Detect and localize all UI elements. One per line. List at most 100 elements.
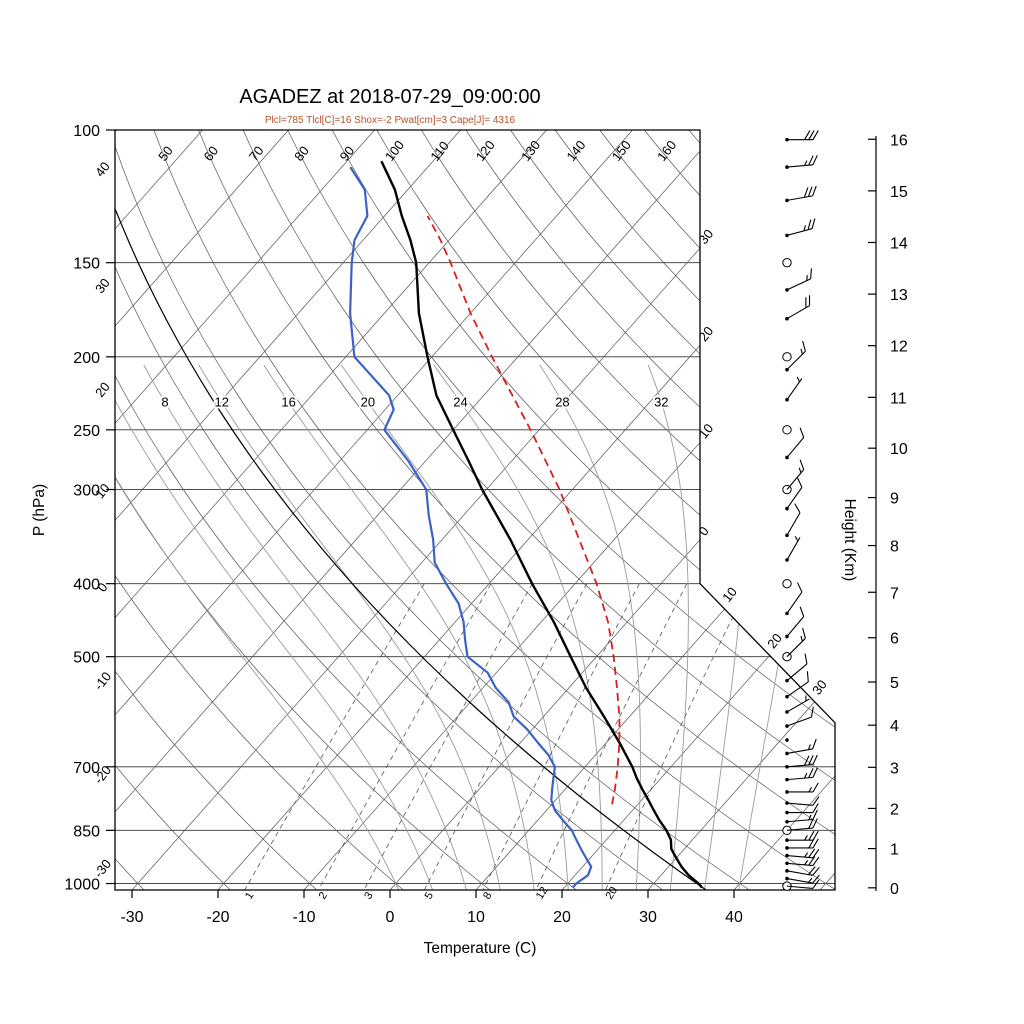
wind-barb <box>785 830 819 842</box>
temperature-curve <box>380 160 703 889</box>
wind-barb <box>785 427 805 460</box>
isotherm-line <box>115 130 461 890</box>
isotherm-edge-label: 0 <box>696 524 712 539</box>
pressure-tick-label: 850 <box>73 823 100 840</box>
moist-adiabat-label: 20 <box>361 395 375 410</box>
moist-adiabat-label: 28 <box>555 395 569 410</box>
mixing-ratio-label: 2 <box>317 890 330 902</box>
mixing-ratio-label: 12 <box>534 885 551 902</box>
dewpoint-curve <box>349 166 593 889</box>
pressure-tick-label: 150 <box>73 256 100 273</box>
isotherm-edge-label: 20 <box>764 631 785 652</box>
dry-adiabat-line <box>0 130 57 890</box>
dry-adiabat-line <box>242 130 835 890</box>
wind-barb <box>785 706 814 728</box>
height-tick-label: 16 <box>890 132 908 149</box>
wind-barb <box>785 738 817 756</box>
background-grid <box>0 130 835 890</box>
height-tick-label: 0 <box>890 881 899 898</box>
moist-adiabat-line <box>539 364 641 890</box>
isotherm-line <box>115 130 375 890</box>
dry-adiabat-top-label: 90 <box>337 143 358 164</box>
plot-frame <box>114 129 836 891</box>
dry-adiabat-line <box>115 130 404 890</box>
wind-barb <box>785 606 805 639</box>
level-dot <box>785 738 789 742</box>
moist-adiabat-line <box>143 364 467 890</box>
mandatory-level-circle <box>782 578 792 589</box>
wind-barb <box>782 459 805 495</box>
dry-adiabat-top-label: 120 <box>473 138 498 164</box>
dry-adiabat-top-label: 60 <box>200 143 221 164</box>
dry-adiabat-top-label: 140 <box>563 138 588 164</box>
height-tick-label: 4 <box>890 718 899 735</box>
moist-adiabat-label: 16 <box>281 395 295 410</box>
wind-barb <box>785 738 789 742</box>
dry-adiabat-line <box>153 130 835 890</box>
wind-barb <box>782 578 792 589</box>
isotherm-line <box>561 130 835 890</box>
dry-adiabat-line <box>115 130 318 890</box>
wind-barb <box>785 866 820 876</box>
mixing-ratio-line <box>244 583 425 890</box>
mixing-ratio-label: 20 <box>604 885 621 902</box>
dry-adiabat-top-label: 50 <box>155 143 176 164</box>
dry-adiabat-line <box>115 130 577 890</box>
pressure-tick-label: 200 <box>73 350 100 367</box>
height-tick-label: 3 <box>890 760 899 777</box>
dry-adiabat-top-label: 110 <box>427 138 452 164</box>
temperature-tick-label: 10 <box>467 909 485 926</box>
dry-adiabat-left-label: 30 <box>92 275 113 296</box>
pressure-axis-title: P (hPa) <box>31 484 48 536</box>
parcel-trajectory-curve <box>426 215 621 805</box>
moist-adiabat-line <box>647 364 689 890</box>
dry-adiabat-top-label: 160 <box>654 138 679 164</box>
height-tick-label: 6 <box>890 631 899 648</box>
temperature-tick-label: -30 <box>120 909 143 926</box>
height-tick-label: 14 <box>890 235 908 252</box>
isotherm-edge-label: 10 <box>696 421 717 442</box>
height-tick-label: 9 <box>890 491 899 508</box>
height-tick-label: 15 <box>890 184 908 201</box>
wind-barb <box>782 425 792 435</box>
dry-adiabat-line <box>510 130 835 890</box>
chart-title: AGADEZ at 2018-07-29_09:00:00 <box>239 86 541 108</box>
moist-adiabat-label: 12 <box>215 395 229 410</box>
chart-subtitle: Plcl=785 Tlcl[C]=16 Shox=-2 Pwat[cm]=3 C… <box>264 115 516 126</box>
temperature-tick-label: 30 <box>639 909 657 926</box>
dry-adiabat-left-label: 20 <box>92 379 113 400</box>
height-tick-label: 12 <box>890 339 908 356</box>
mixing-ratio-label: 3 <box>362 890 375 902</box>
wind-barb <box>785 218 816 238</box>
temperature-tick-label: -10 <box>292 909 315 926</box>
wind-barb-column <box>782 130 820 891</box>
dry-adiabat-line <box>115 130 145 890</box>
height-axis-title: Height (Km) <box>841 499 858 582</box>
pressure-tick-label: 400 <box>73 577 100 594</box>
mixing-ratio-line <box>363 583 533 890</box>
moist-adiabat-line <box>738 364 821 890</box>
pressure-tick-label: 250 <box>73 423 100 440</box>
moist-adiabat-label: 24 <box>453 395 467 410</box>
isotherm-line <box>733 130 835 890</box>
isotherm-line <box>131 130 805 890</box>
pressure-tick-label: 300 <box>73 483 100 500</box>
wind-barb <box>785 582 803 616</box>
moist-adiabat-line <box>263 364 535 890</box>
dry-adiabat-top-label: 70 <box>246 143 267 164</box>
wind-barb <box>785 671 809 699</box>
wind-barb <box>785 653 808 683</box>
moist-adiabat-label: 8 <box>161 395 168 410</box>
wind-barb <box>785 185 817 203</box>
mandatory-level-circle <box>782 352 792 362</box>
isotherm-line <box>115 130 719 890</box>
mandatory-level-circle <box>782 257 792 268</box>
height-tick-label: 11 <box>890 390 907 407</box>
isotherm-edge-label: 30 <box>809 677 830 698</box>
temperature-tick-label: 40 <box>725 909 743 926</box>
wind-barb <box>785 695 810 714</box>
wind-barb <box>785 268 813 292</box>
moist-adiabat-line <box>115 364 434 890</box>
height-tick-label: 1 <box>890 842 899 859</box>
wind-barb <box>782 879 820 891</box>
